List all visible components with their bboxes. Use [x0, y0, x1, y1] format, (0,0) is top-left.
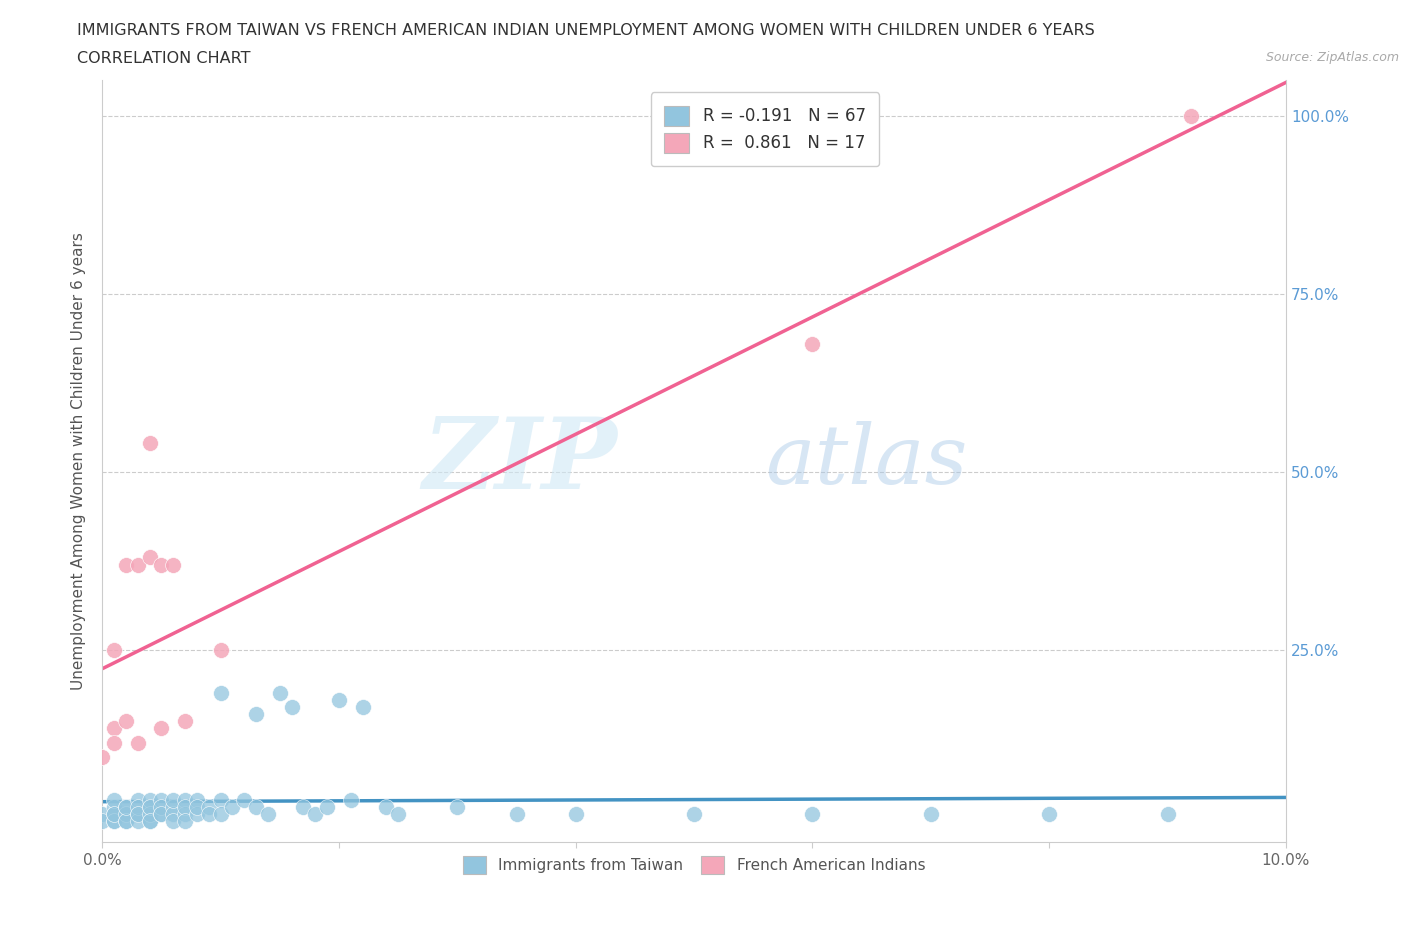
Point — [138, 436, 160, 451]
Point — [801, 337, 824, 352]
Point — [1156, 806, 1178, 821]
Point — [209, 643, 232, 658]
Point — [103, 800, 125, 815]
Point — [150, 721, 173, 736]
Text: atlas: atlas — [765, 421, 967, 501]
Point — [1038, 806, 1060, 821]
Point — [683, 806, 706, 821]
Point — [209, 685, 232, 700]
Point — [138, 814, 160, 829]
Point — [138, 800, 160, 815]
Point — [115, 714, 138, 729]
Point — [387, 806, 409, 821]
Point — [103, 814, 125, 829]
Point — [103, 736, 125, 751]
Point — [103, 643, 125, 658]
Point — [446, 800, 468, 815]
Point — [138, 800, 160, 815]
Point — [138, 550, 160, 565]
Point — [316, 800, 339, 815]
Point — [209, 792, 232, 807]
Point — [162, 800, 184, 815]
Point — [115, 800, 138, 815]
Point — [127, 814, 149, 829]
Point — [280, 699, 302, 714]
Point — [162, 814, 184, 829]
Point — [115, 557, 138, 572]
Point — [375, 800, 398, 815]
Point — [209, 806, 232, 821]
Point — [197, 800, 219, 815]
Point — [103, 721, 125, 736]
Point — [127, 736, 149, 751]
Point — [138, 806, 160, 821]
Text: IMMIGRANTS FROM TAIWAN VS FRENCH AMERICAN INDIAN UNEMPLOYMENT AMONG WOMEN WITH C: IMMIGRANTS FROM TAIWAN VS FRENCH AMERICA… — [77, 23, 1095, 38]
Point — [564, 806, 586, 821]
Point — [304, 806, 326, 821]
Point — [920, 806, 942, 821]
Point — [115, 800, 138, 815]
Point — [328, 693, 350, 708]
Point — [127, 806, 149, 821]
Point — [505, 806, 527, 821]
Text: ZIP: ZIP — [422, 413, 617, 510]
Point — [103, 814, 125, 829]
Point — [174, 792, 197, 807]
Point — [150, 806, 173, 821]
Legend: Immigrants from Taiwan, French American Indians: Immigrants from Taiwan, French American … — [457, 850, 931, 881]
Point — [801, 806, 824, 821]
Point — [127, 792, 149, 807]
Point — [103, 792, 125, 807]
Point — [174, 714, 197, 729]
Point — [150, 806, 173, 821]
Point — [127, 800, 149, 815]
Point — [1180, 108, 1202, 123]
Point — [115, 814, 138, 829]
Point — [138, 792, 160, 807]
Point — [103, 806, 125, 821]
Point — [91, 814, 114, 829]
Point — [115, 814, 138, 829]
Point — [115, 806, 138, 821]
Point — [292, 800, 315, 815]
Point — [340, 792, 363, 807]
Point — [162, 792, 184, 807]
Point — [269, 685, 291, 700]
Point — [103, 806, 125, 821]
Point — [245, 800, 267, 815]
Point — [127, 557, 149, 572]
Point — [174, 814, 197, 829]
Point — [150, 800, 173, 815]
Point — [186, 792, 208, 807]
Point — [221, 800, 243, 815]
Point — [91, 750, 114, 764]
Point — [186, 800, 208, 815]
Text: CORRELATION CHART: CORRELATION CHART — [77, 51, 250, 66]
Point — [352, 699, 374, 714]
Point — [91, 806, 114, 821]
Point — [162, 806, 184, 821]
Point — [257, 806, 280, 821]
Point — [186, 806, 208, 821]
Point — [174, 800, 197, 815]
Point — [233, 792, 256, 807]
Point — [245, 707, 267, 722]
Text: Source: ZipAtlas.com: Source: ZipAtlas.com — [1265, 51, 1399, 64]
Point — [150, 557, 173, 572]
Point — [127, 806, 149, 821]
Y-axis label: Unemployment Among Women with Children Under 6 years: Unemployment Among Women with Children U… — [72, 232, 86, 690]
Point — [162, 557, 184, 572]
Point — [174, 806, 197, 821]
Point — [197, 806, 219, 821]
Point — [150, 792, 173, 807]
Point — [138, 814, 160, 829]
